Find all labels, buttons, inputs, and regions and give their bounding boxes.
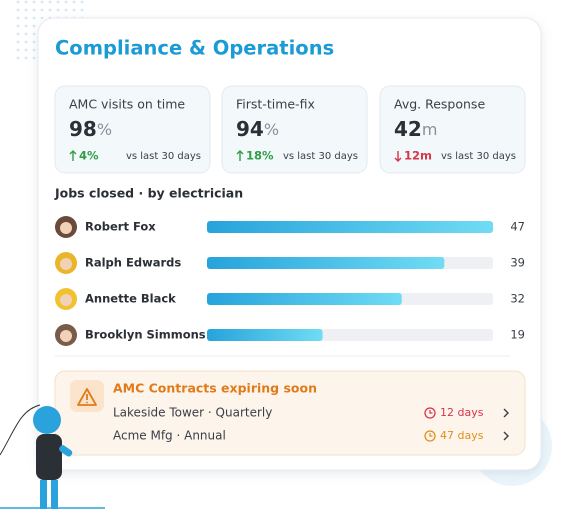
alert-title: AMC Contracts expiring soon — [113, 381, 317, 396]
electrician-name: Brooklyn Simmons — [85, 328, 206, 342]
stat-number: 98 — [69, 117, 97, 141]
stat-label: First-time-fix — [236, 97, 315, 112]
stat-card — [221, 85, 368, 174]
person-body — [36, 434, 62, 480]
avatar-face — [60, 258, 72, 270]
stat-card — [379, 85, 526, 174]
stat-number: 94 — [236, 117, 264, 141]
illustration — [0, 404, 105, 509]
trend-comparison: vs last 30 days — [283, 151, 358, 162]
alert-item-label: Acme Mfg · Annual — [113, 429, 226, 443]
bar-value: 19 — [510, 328, 525, 342]
avatar-face — [60, 294, 72, 306]
warning-icon — [86, 401, 88, 404]
bar-value: 39 — [510, 256, 525, 270]
stat-number: 42 — [394, 117, 422, 141]
trend-change: 4% — [79, 149, 99, 163]
person-arm — [59, 445, 73, 457]
clock-icon — [424, 407, 436, 419]
bar — [207, 329, 323, 341]
avatar-face — [60, 330, 72, 342]
clock-icon — [424, 430, 436, 442]
chevron[interactable] — [503, 431, 509, 441]
clock-icon — [429, 410, 433, 414]
stat-unit: m — [422, 120, 438, 139]
avatar-face — [60, 222, 72, 234]
stat-label: Avg. Response — [394, 97, 485, 112]
trend-comparison: vs last 30 days — [126, 151, 201, 162]
trend-comparison: vs last 30 days — [441, 151, 516, 162]
stat-unit: % — [264, 120, 279, 139]
stat-value: 42m — [394, 117, 437, 141]
cable — [0, 404, 41, 456]
bar — [207, 257, 445, 269]
electrician-name: Ralph Edwards — [85, 256, 181, 270]
bar — [207, 221, 493, 233]
alert-item-due: 47 days — [440, 429, 484, 442]
alert-item-label: Lakeside Tower · Quarterly — [113, 406, 272, 420]
trend-change: 12m — [404, 149, 432, 163]
electrician-name: Robert Fox — [85, 220, 156, 234]
bar-value: 47 — [510, 220, 525, 234]
chevron[interactable] — [503, 408, 509, 418]
card-title: Compliance & Operations — [55, 37, 334, 60]
stat-value: 98% — [69, 117, 112, 141]
person-head — [33, 406, 61, 434]
bar-value: 32 — [510, 292, 525, 306]
electrician-name: Annette Black — [85, 292, 176, 306]
person-leg — [40, 480, 47, 509]
warning-icon — [77, 388, 97, 406]
clock-icon — [429, 433, 433, 437]
trend-change: 18% — [246, 149, 274, 163]
stat-label: AMC visits on time — [69, 97, 185, 112]
stat-card — [54, 85, 211, 174]
trend-arrow — [69, 150, 77, 161]
trend-arrow — [236, 150, 244, 161]
section-title: Jobs closed · by electrician — [54, 186, 243, 201]
trend-arrow — [394, 151, 402, 162]
person-leg — [51, 480, 58, 509]
bar — [207, 293, 402, 305]
alert-item-due: 12 days — [440, 406, 484, 419]
stat-unit: % — [97, 120, 112, 139]
stat-value: 94% — [236, 117, 279, 141]
